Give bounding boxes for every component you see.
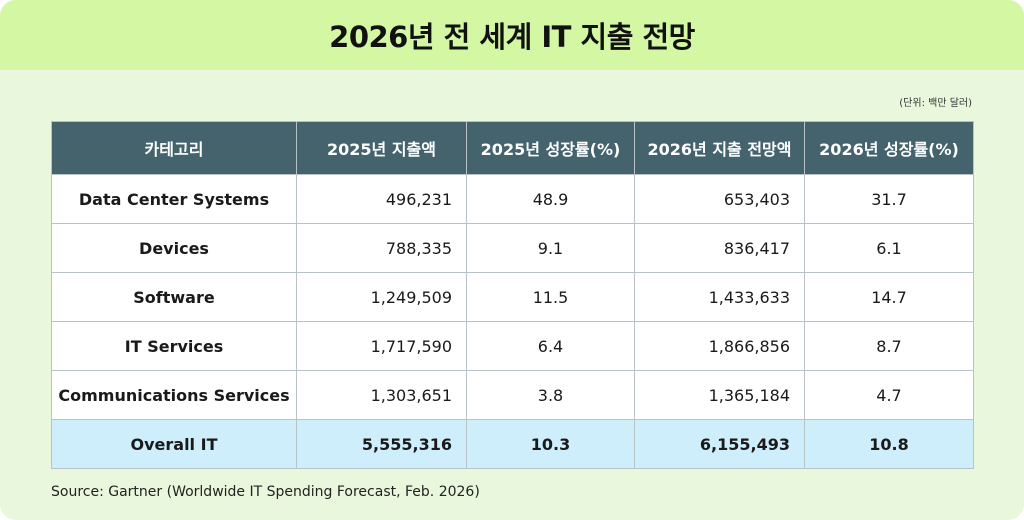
growth-2026-cell: 10.8	[804, 419, 974, 469]
growth-2026-cell: 6.1	[804, 223, 974, 273]
spending-2026-cell: 1,365,184	[634, 370, 805, 420]
column-header: 2025년 성장률(%)	[466, 121, 635, 175]
table-row: Data Center Systems 496,231 48.9 653,403…	[51, 174, 974, 224]
spending-2025-cell: 1,717,590	[296, 321, 467, 371]
category-cell: Data Center Systems	[51, 174, 297, 224]
spending-2026-cell: 1,866,856	[634, 321, 805, 371]
growth-2026-cell: 14.7	[804, 272, 974, 322]
spending-2025-cell: 1,303,651	[296, 370, 467, 420]
column-header: 2025년 지출액	[296, 121, 467, 175]
column-header: 카테고리	[51, 121, 297, 175]
title-bar: 2026년 전 세계 IT 지출 전망	[0, 0, 1024, 70]
category-cell: Communications Services	[51, 370, 297, 420]
growth-2026-cell: 4.7	[804, 370, 974, 420]
table-row: IT Services 1,717,590 6.4 1,866,856 8.7	[51, 321, 974, 371]
table-row: Software 1,249,509 11.5 1,433,633 14.7	[51, 272, 974, 322]
category-cell: Overall IT	[51, 419, 297, 469]
growth-2025-cell: 48.9	[466, 174, 635, 224]
total-row: Overall IT 5,555,316 10.3 6,155,493 10.8	[51, 419, 974, 469]
spending-2026-cell: 653,403	[634, 174, 805, 224]
spending-2026-cell: 6,155,493	[634, 419, 805, 469]
source-note: Source: Gartner (Worldwide IT Spending F…	[51, 484, 480, 500]
spending-2026-cell: 1,433,633	[634, 272, 805, 322]
unit-note: (단위: 백만 달러)	[899, 98, 972, 109]
column-header: 2026년 성장률(%)	[804, 121, 974, 175]
page-title: 2026년 전 세계 IT 지출 전망	[329, 20, 695, 54]
spending-2025-cell: 496,231	[296, 174, 467, 224]
spending-2025-cell: 5,555,316	[296, 419, 467, 469]
table-row: Communications Services 1,303,651 3.8 1,…	[51, 370, 974, 420]
spending-table: 카테고리 2025년 지출액 2025년 성장률(%) 2026년 지출 전망액…	[51, 121, 974, 469]
growth-2025-cell: 10.3	[466, 419, 635, 469]
growth-2026-cell: 8.7	[804, 321, 974, 371]
growth-2025-cell: 3.8	[466, 370, 635, 420]
growth-2026-cell: 31.7	[804, 174, 974, 224]
growth-2025-cell: 11.5	[466, 272, 635, 322]
table-row: Devices 788,335 9.1 836,417 6.1	[51, 223, 974, 273]
category-cell: Devices	[51, 223, 297, 273]
header-row: 카테고리 2025년 지출액 2025년 성장률(%) 2026년 지출 전망액…	[51, 121, 974, 175]
category-cell: Software	[51, 272, 297, 322]
spending-2026-cell: 836,417	[634, 223, 805, 273]
growth-2025-cell: 6.4	[466, 321, 635, 371]
spending-2025-cell: 1,249,509	[296, 272, 467, 322]
growth-2025-cell: 9.1	[466, 223, 635, 273]
spending-2025-cell: 788,335	[296, 223, 467, 273]
column-header: 2026년 지출 전망액	[634, 121, 805, 175]
category-cell: IT Services	[51, 321, 297, 371]
